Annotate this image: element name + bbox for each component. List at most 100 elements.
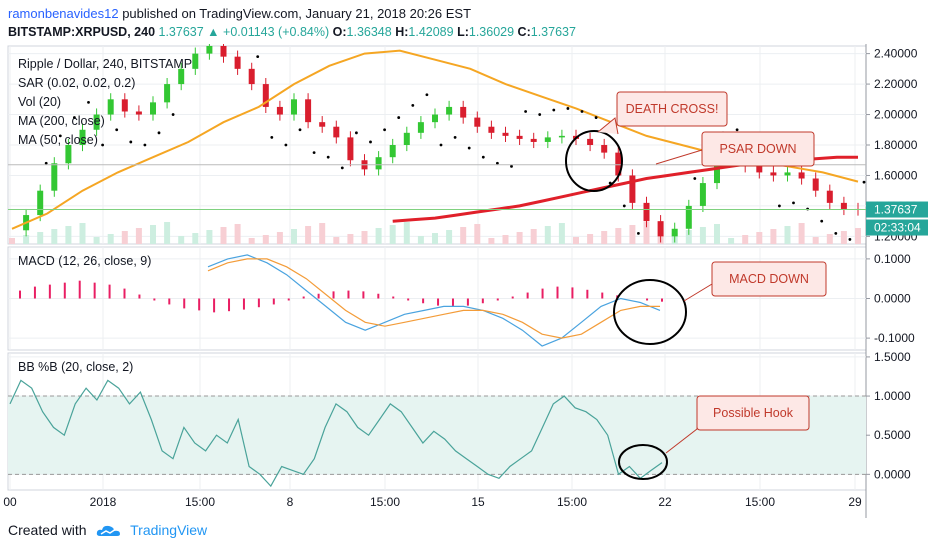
sar-dot [862, 180, 866, 184]
candle-body [699, 183, 706, 206]
sar-dot [256, 55, 260, 59]
candle-body [671, 228, 678, 237]
open-value: 1.36348 [346, 25, 392, 39]
candle-body [587, 138, 594, 145]
candle-body [333, 126, 340, 138]
volume-bar [389, 225, 396, 244]
volume-bar [150, 225, 156, 244]
sar-dot [693, 177, 697, 180]
sar-dot [496, 161, 499, 165]
candle-body [192, 53, 199, 69]
sar-dot [270, 135, 274, 139]
price-legend-item: MA (200, close) [18, 114, 105, 128]
author-link[interactable]: ramonbenavides12 [8, 6, 119, 21]
candle-body [276, 106, 283, 115]
volume-bar [206, 230, 213, 244]
high-value: 1.42089 [408, 25, 454, 39]
sar-dot [44, 161, 48, 165]
volume-bar [417, 236, 424, 244]
volume-bar [65, 226, 72, 244]
open-label: O: [332, 25, 347, 39]
candle-body [220, 46, 227, 57]
macd-down-circle [613, 279, 687, 345]
candle-body [544, 137, 551, 142]
candle-body [347, 137, 354, 161]
candle-body [234, 56, 241, 69]
chart-header: ramonbenavides12 published on TradingVie… [0, 0, 932, 44]
candle-body [756, 166, 763, 173]
sar-dot [524, 110, 527, 113]
sar-dot [848, 238, 852, 241]
price-change: +0.01143 (+0.84%) [223, 25, 330, 39]
volume-bar [262, 235, 269, 244]
x-tick-label: 15:00 [557, 495, 587, 509]
sar-dot [284, 143, 288, 147]
volume-bar [347, 234, 354, 244]
sar-dot [580, 110, 584, 113]
x-tick-label: 15:00 [185, 495, 215, 509]
sar-dot [453, 135, 457, 139]
sar-dot [467, 146, 471, 150]
sar-dot [481, 155, 485, 159]
y-tick-label: 1.0000 [874, 389, 911, 403]
tradingview-link[interactable]: TradingView [130, 522, 208, 538]
price-legend-item: MA (50, close) [18, 133, 98, 147]
sar-dot [298, 128, 302, 132]
publish-line: ramonbenavides12 published on TradingVie… [8, 6, 471, 21]
candle-body [291, 99, 297, 115]
volume-bar [629, 225, 636, 244]
candle-body [432, 114, 438, 123]
volume-bar [615, 228, 622, 244]
candle-body [784, 172, 791, 176]
candle-body [488, 126, 495, 133]
low-value: 1.36029 [468, 25, 515, 39]
candle-body [516, 135, 523, 139]
volume-bar [361, 231, 368, 244]
y-tick-label: 0.5000 [874, 428, 911, 442]
y-tick-label: 1.60000 [874, 168, 918, 182]
volume-bar [756, 232, 763, 244]
volume-bar [403, 222, 410, 244]
sar-dot [312, 151, 316, 155]
candle-body [685, 205, 692, 229]
y-tick-label: 1.5000 [874, 350, 911, 364]
candle-body [107, 99, 114, 115]
price-chart[interactable]: 00 2018 15:00 8 15:00 15 15:00 22 15:00 29 2.40000… [0, 44, 932, 518]
volume-bar [643, 222, 650, 244]
sar-dot [538, 113, 542, 116]
candle-body [65, 145, 72, 164]
candle-body [826, 190, 833, 203]
volume-bar [319, 223, 326, 244]
low-label: L: [457, 25, 469, 39]
candle-body [79, 129, 86, 145]
volume-bar [23, 235, 30, 244]
possible-hook-circle [618, 444, 668, 480]
death-cross-circle [565, 130, 623, 192]
volume-bar [573, 237, 579, 244]
sar-dot [510, 164, 513, 168]
candle-body [206, 46, 213, 54]
candle-body [714, 160, 720, 184]
death-cross-callout-box [616, 91, 728, 127]
sar-dot [594, 116, 598, 119]
y-tick-label: 0.0000 [874, 292, 911, 306]
candle-body [37, 190, 44, 216]
sar-dot [383, 128, 386, 132]
y-tick-label: -0.1000 [874, 331, 915, 345]
candle-body [121, 99, 128, 112]
candle-body [417, 122, 424, 133]
price-legend-item: SAR (0.02, 0.02, 0.2) [18, 76, 135, 90]
volume-bar [446, 230, 453, 244]
sar-dot [87, 100, 90, 104]
candle-body [502, 132, 509, 136]
psar-down-callout-box [701, 131, 815, 167]
close-label: C: [517, 25, 531, 39]
volume-bar [544, 226, 551, 244]
candle-body [389, 145, 396, 158]
volume-bar [192, 233, 199, 244]
volume-bar [248, 238, 255, 244]
signal-line [207, 258, 660, 339]
volume-bar [587, 234, 594, 244]
volume-bar [234, 224, 241, 244]
volume-bar [333, 237, 340, 244]
